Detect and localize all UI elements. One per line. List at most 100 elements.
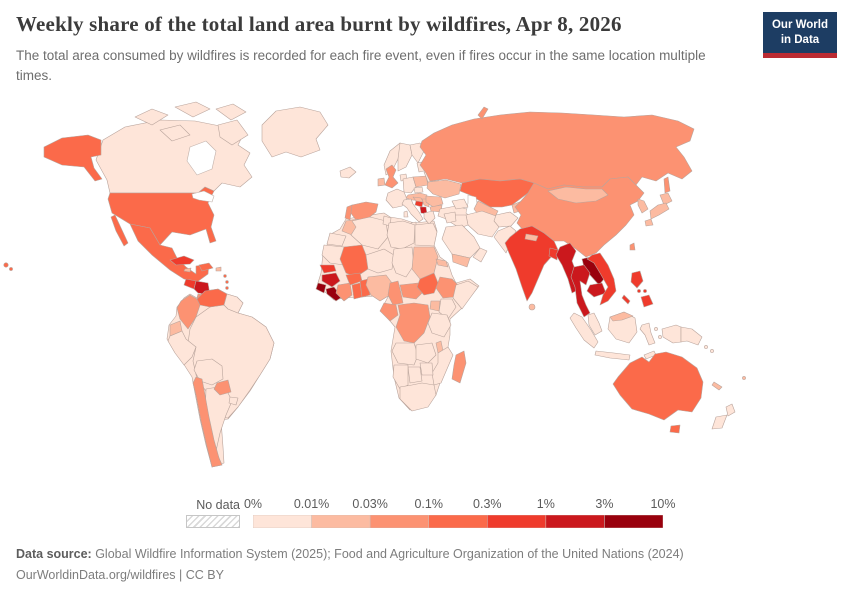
country-mexico-baja[interactable] [110, 214, 129, 247]
country-zambia[interactable] [415, 342, 437, 364]
country-puerto-rico[interactable] [215, 266, 222, 272]
country-japan-hokkaido[interactable] [659, 192, 673, 206]
country-cambodia[interactable] [586, 282, 607, 298]
country-philippines-mindanao[interactable] [640, 294, 654, 308]
country-saudi-arabia[interactable] [441, 224, 481, 259]
country-korea[interactable] [637, 198, 649, 214]
legend-bin-6[interactable] [604, 515, 663, 528]
legend-bin-1[interactable] [311, 515, 371, 528]
country-united-states-hawaii-1[interactable] [3, 262, 9, 268]
country-australia-tasmania[interactable] [669, 424, 681, 434]
country-portugal[interactable] [344, 204, 353, 221]
owid-logo[interactable]: Our World in Data [763, 12, 837, 58]
country-united-states-alaska[interactable] [43, 134, 103, 182]
legend-bin-2[interactable] [369, 515, 429, 528]
country-solomon-islands-1[interactable] [704, 345, 708, 349]
country-dr-congo[interactable] [395, 302, 431, 344]
country-yemen[interactable] [451, 253, 471, 268]
country-chile[interactable] [192, 376, 223, 468]
country-germany[interactable] [402, 176, 417, 194]
country-new-zealand-south[interactable] [711, 414, 728, 430]
country-tanzania[interactable] [427, 312, 452, 338]
country-solomon-islands-2[interactable] [710, 349, 714, 353]
legend-bin-3[interactable] [428, 515, 488, 528]
country-indonesia-west-papua[interactable] [661, 324, 682, 344]
country-greenland[interactable] [261, 106, 329, 158]
country-malaysia[interactable] [587, 312, 603, 336]
country-ukraine[interactable] [426, 179, 462, 199]
country-liberia[interactable] [325, 286, 343, 302]
country-canada-arctic-3[interactable] [215, 103, 247, 121]
country-czechia[interactable] [413, 186, 424, 194]
country-uganda[interactable] [429, 300, 441, 312]
country-lesser-antilles-3[interactable] [225, 286, 229, 290]
country-nepal[interactable] [524, 233, 539, 242]
country-eritrea[interactable] [435, 258, 449, 268]
country-indonesia-moluccas-1[interactable] [654, 327, 658, 331]
country-zimbabwe[interactable] [419, 362, 434, 376]
country-philippines-visayas-1[interactable] [637, 289, 641, 293]
country-india[interactable] [504, 225, 560, 302]
country-nigeria[interactable] [365, 274, 393, 302]
country-namibia[interactable] [392, 364, 409, 390]
country-sweden[interactable] [397, 142, 413, 172]
country-guyanas[interactable] [223, 293, 244, 314]
country-sierra-leone[interactable] [315, 282, 327, 294]
country-east-malaysia[interactable] [609, 311, 634, 322]
country-senegal[interactable] [319, 264, 337, 274]
country-chad[interactable] [391, 246, 415, 278]
country-united-states-hawaii-2[interactable] [9, 267, 13, 271]
country-australia[interactable] [612, 351, 704, 421]
legend-bin-0[interactable] [253, 515, 312, 528]
country-iran[interactable] [465, 210, 500, 238]
country-syria[interactable] [443, 211, 457, 224]
country-italy[interactable] [401, 198, 424, 223]
country-cuba[interactable] [169, 255, 195, 266]
country-indonesia-java[interactable] [594, 350, 631, 361]
country-oman[interactable] [472, 247, 488, 263]
country-afghanistan[interactable] [493, 211, 519, 228]
country-canada-arctic-2[interactable] [174, 101, 211, 118]
country-new-caledonia[interactable] [711, 381, 723, 391]
country-indonesia-sumatra[interactable] [569, 312, 599, 349]
country-poland[interactable] [412, 175, 429, 188]
country-mongolia[interactable] [547, 186, 609, 204]
country-jamaica[interactable] [183, 267, 192, 273]
country-russia-novaya-zemlya[interactable] [477, 106, 489, 120]
country-papua-new-guinea[interactable] [680, 326, 703, 346]
country-canada-victoria[interactable] [159, 124, 191, 142]
footer-note[interactable]: OurWorldinData.org/wildfires | CC BY [16, 568, 224, 583]
country-japan-honshu[interactable] [649, 202, 670, 220]
legend-bin-5[interactable] [545, 515, 605, 528]
country-lesser-antilles-1[interactable] [223, 274, 227, 278]
country-mozambique[interactable] [431, 346, 454, 386]
country-thailand[interactable] [570, 264, 591, 318]
country-canada-baffin[interactable] [217, 119, 249, 146]
legend-bin-4[interactable] [487, 515, 547, 528]
country-russia-sakhalin[interactable] [663, 176, 671, 194]
country-cameroon[interactable] [387, 280, 404, 306]
country-western-sahara[interactable] [326, 232, 347, 247]
country-somalia[interactable] [452, 280, 479, 310]
country-ireland[interactable] [377, 177, 386, 187]
country-congo-gabon[interactable] [379, 302, 399, 322]
country-peru[interactable] [167, 330, 197, 366]
country-china[interactable] [514, 176, 645, 258]
country-libya[interactable] [386, 220, 416, 250]
country-uruguay[interactable] [228, 396, 239, 406]
country-japan-kyushu[interactable] [644, 218, 654, 227]
country-hispaniola[interactable] [198, 262, 214, 272]
country-south-sudan[interactable] [416, 272, 439, 296]
country-fiji[interactable] [742, 376, 746, 380]
country-mali[interactable] [339, 244, 369, 278]
no-data-swatch[interactable] [186, 515, 240, 528]
country-taiwan[interactable] [629, 242, 636, 251]
country-bangladesh[interactable] [548, 247, 559, 261]
country-cote-divoire[interactable] [335, 282, 353, 302]
country-south-africa[interactable] [399, 382, 437, 412]
country-ecuador[interactable] [169, 320, 183, 337]
country-united-states[interactable] [107, 186, 217, 246]
country-sri-lanka[interactable] [528, 303, 536, 311]
country-caucasus[interactable] [451, 198, 469, 210]
country-egypt[interactable] [414, 222, 438, 247]
